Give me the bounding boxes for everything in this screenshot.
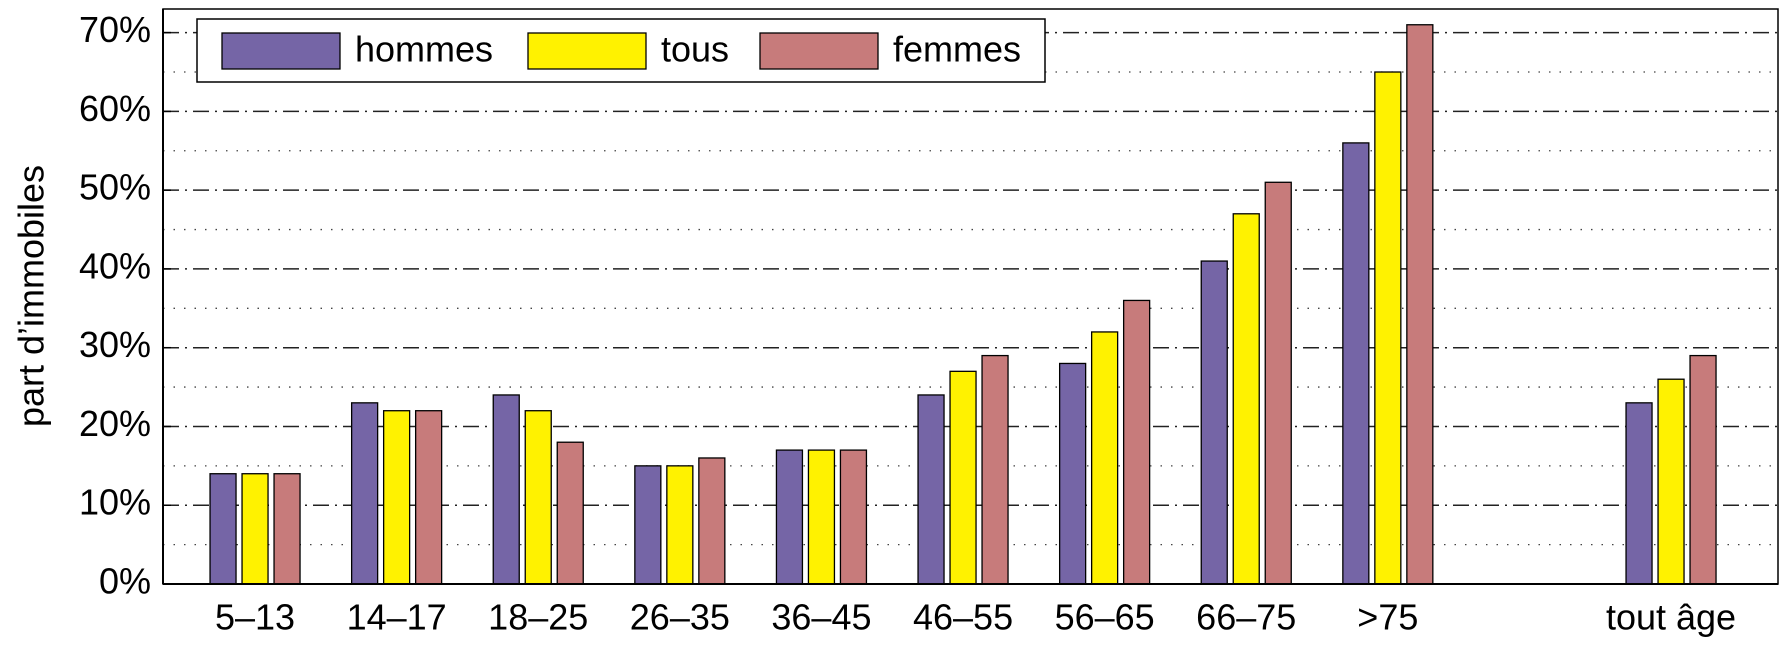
bar bbox=[1406, 24, 1434, 585]
x-tick-label: 26–35 bbox=[630, 597, 730, 638]
bar bbox=[1689, 354, 1717, 585]
bar bbox=[241, 473, 269, 585]
bar bbox=[949, 370, 977, 585]
bar bbox=[1090, 331, 1119, 585]
bar bbox=[1200, 260, 1228, 585]
bar bbox=[698, 457, 726, 585]
bar bbox=[1625, 402, 1653, 585]
y-axis-label: part d’immobiles bbox=[11, 165, 52, 427]
bar bbox=[1264, 181, 1292, 585]
bar bbox=[839, 449, 868, 585]
bar bbox=[634, 465, 662, 585]
legend-swatch bbox=[221, 32, 341, 70]
x-tick-label: 56–65 bbox=[1055, 597, 1155, 638]
y-tick-label: 30% bbox=[79, 324, 151, 365]
bar bbox=[273, 473, 301, 585]
bar bbox=[1342, 142, 1370, 585]
y-tick-label: 10% bbox=[79, 482, 151, 523]
legend-label: tous bbox=[661, 29, 729, 70]
bar bbox=[524, 410, 552, 585]
legend-label: hommes bbox=[355, 29, 493, 70]
y-tick-label: 60% bbox=[79, 88, 151, 129]
x-tick-label: 36–45 bbox=[771, 597, 871, 638]
y-tick-label: 0% bbox=[99, 561, 151, 602]
bar bbox=[1232, 213, 1260, 585]
bar bbox=[1058, 362, 1087, 585]
bar bbox=[666, 465, 694, 585]
bar bbox=[775, 449, 804, 585]
y-tick-label: 40% bbox=[79, 245, 151, 286]
x-tick-label: 66–75 bbox=[1196, 597, 1296, 638]
y-tick-label: 20% bbox=[79, 403, 151, 444]
legend-swatch bbox=[527, 32, 647, 70]
x-tick-label: 46–55 bbox=[913, 597, 1013, 638]
bar bbox=[209, 473, 237, 585]
bar bbox=[382, 410, 411, 585]
y-tick-label: 70% bbox=[79, 9, 151, 50]
bar bbox=[1657, 378, 1685, 585]
bar bbox=[1122, 299, 1151, 585]
bar bbox=[556, 441, 584, 585]
bar bbox=[807, 449, 836, 585]
bar bbox=[350, 402, 379, 585]
bar bbox=[1374, 71, 1402, 585]
bar bbox=[492, 394, 520, 585]
bar bbox=[981, 354, 1009, 585]
x-tick-label: tout âge bbox=[1606, 597, 1736, 638]
y-tick-label: 50% bbox=[79, 167, 151, 208]
bar bbox=[414, 410, 443, 585]
x-tick-label: 18–25 bbox=[488, 597, 588, 638]
x-tick-label: 5–13 bbox=[215, 597, 295, 638]
x-tick-label: >75 bbox=[1357, 597, 1418, 638]
x-tick-label: 14–17 bbox=[347, 597, 447, 638]
legend-label: femmes bbox=[893, 29, 1021, 70]
legend-swatch bbox=[759, 32, 879, 70]
bar bbox=[917, 394, 945, 585]
